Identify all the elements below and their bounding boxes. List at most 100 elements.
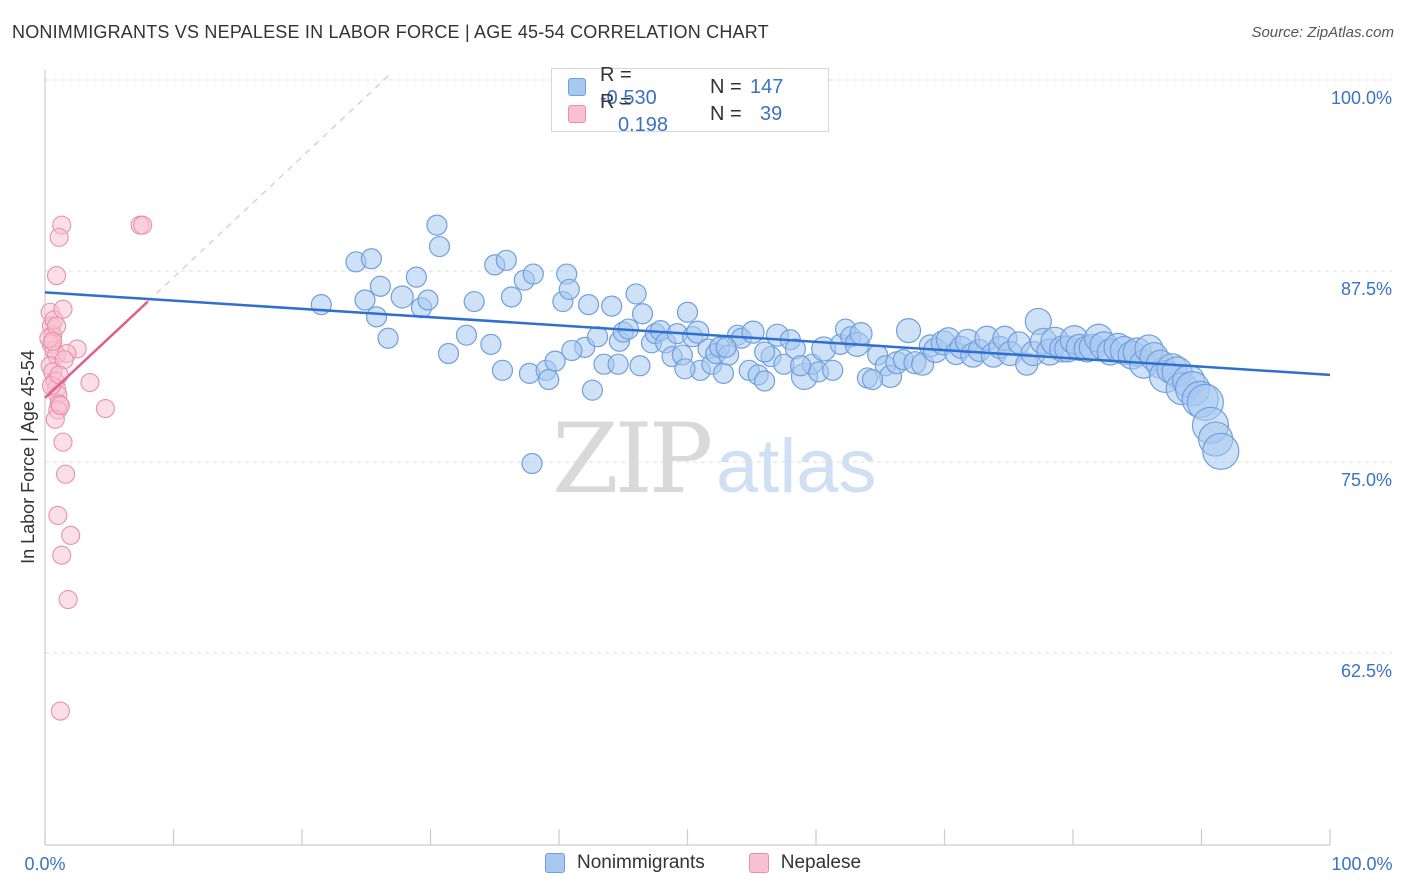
- point-nepalese: [49, 365, 69, 385]
- point-nonimmigrants: [631, 303, 654, 325]
- legend-n-label: N =: [710, 102, 742, 125]
- point-nonimmigrants: [861, 368, 884, 391]
- series-legend-nonimmigrants: Nonimmigrants: [544, 852, 705, 874]
- legend-row-nepalese: R = 0.198 N = 39: [568, 91, 782, 136]
- point-nepalese: [52, 545, 72, 565]
- point-nonimmigrants: [365, 306, 388, 328]
- point-nonimmigrants: [625, 283, 647, 305]
- data-points: [39, 214, 1331, 721]
- point-nonimmigrants: [491, 359, 514, 381]
- point-nonimmigrants: [629, 355, 651, 377]
- legend-r-value: 0.198: [618, 114, 669, 136]
- point-nepalese: [95, 398, 115, 419]
- point-nonimmigrants: [437, 342, 460, 365]
- point-nonimmigrants: [558, 278, 580, 300]
- point-nonimmigrants: [544, 350, 566, 372]
- watermark: ZIP atlas: [552, 403, 877, 515]
- series-legend: Nonimmigrants Nepalese: [0, 852, 1406, 874]
- point-nonimmigrants: [500, 286, 523, 308]
- point-nepalese: [53, 432, 73, 452]
- x-tick-label: 100.0%: [1331, 854, 1392, 874]
- point-nonimmigrants: [354, 289, 376, 311]
- y-tick-label: 100.0%: [1331, 88, 1392, 108]
- point-nepalese: [56, 464, 76, 484]
- point-nepalese: [80, 372, 100, 393]
- legend-row-nonimmigrants: R = -0.530 N = 147: [568, 64, 784, 109]
- y-axis-label: In Labor Force | Age 45-54: [18, 350, 38, 564]
- series-legend-nepalese: Nepalese: [748, 852, 862, 874]
- point-nonimmigrants: [1202, 432, 1240, 470]
- point-nonimmigrants: [789, 355, 812, 377]
- trend-line-nepalese-extension: [147, 71, 393, 302]
- series-swatch-nonimmigrants: [544, 853, 565, 873]
- point-nepalese: [50, 395, 70, 416]
- point-nepalese: [133, 215, 153, 235]
- point-nonimmigrants: [741, 320, 765, 344]
- legend-r-label: R =: [600, 64, 632, 86]
- point-nonimmigrants: [822, 359, 844, 381]
- trend-line-nepalese: [44, 300, 149, 399]
- y-tick-label: 62.5%: [1341, 661, 1392, 681]
- point-nonimmigrants: [577, 294, 600, 316]
- x-tick-label: 0.0%: [24, 854, 65, 874]
- point-nepalese: [53, 299, 73, 319]
- point-nonimmigrants: [538, 368, 560, 391]
- y-tick-label: 87.5%: [1341, 279, 1392, 299]
- point-nepalese: [43, 331, 63, 351]
- legend-n-value: 147: [750, 75, 784, 98]
- source-label: Source: ZipAtlas.com: [1251, 24, 1394, 41]
- axes: [44, 70, 1331, 846]
- legend-r-value: -0.530: [600, 87, 657, 109]
- point-nonimmigrants: [676, 301, 699, 323]
- series-label: Nonimmigrants: [576, 852, 705, 873]
- point-nonimmigrants: [686, 320, 710, 344]
- point-nepalese: [58, 589, 78, 610]
- point-nonimmigrants: [715, 336, 737, 358]
- point-nonimmigrants: [581, 379, 604, 401]
- point-nepalese: [47, 266, 67, 286]
- point-nonimmigrants: [849, 322, 873, 346]
- point-nonimmigrants: [360, 248, 382, 270]
- tick-labels: 100.0% 87.5% 75.0% 62.5% 0.0% 100.0% In Labor …: [18, 88, 1393, 874]
- legend-n-label: N =: [710, 75, 742, 98]
- trend-line-nonimmigrants: [44, 291, 1331, 377]
- point-nonimmigrants: [405, 266, 427, 288]
- point-nonimmigrants: [495, 249, 517, 271]
- point-nonimmigrants: [428, 235, 451, 258]
- point-nepalese: [50, 701, 70, 721]
- point-nonimmigrants: [463, 290, 485, 313]
- point-nonimmigrants: [521, 452, 543, 475]
- point-nepalese: [48, 505, 68, 526]
- y-tick-label: 75.0%: [1341, 470, 1392, 490]
- point-nonimmigrants: [674, 358, 696, 380]
- point-nonimmigrants: [377, 327, 399, 349]
- point-nonimmigrants: [369, 275, 391, 297]
- chart-title: NONIMMIGRANTS VS NEPALESE IN LABOR FORCE…: [12, 22, 769, 42]
- point-nonimmigrants: [895, 317, 922, 344]
- point-nonimmigrants: [712, 362, 735, 384]
- correlation-legend: R = -0.530 N = 147 R = 0.198 N = 39: [551, 64, 829, 136]
- point-nonimmigrants: [607, 353, 629, 375]
- point-nonimmigrants: [417, 289, 439, 311]
- trend-lines: [147, 71, 393, 302]
- watermark-atlas: atlas: [716, 424, 877, 509]
- point-nonimmigrants: [522, 263, 544, 285]
- point-nonimmigrants: [480, 333, 502, 355]
- legend-swatch-nonimmigrants: [568, 78, 586, 96]
- series-label: Nepalese: [780, 852, 862, 873]
- point-nonimmigrants: [601, 295, 623, 317]
- point-nonimmigrants: [390, 285, 414, 309]
- series-swatch-nepalese: [748, 853, 769, 873]
- legend-swatch-nepalese: [568, 105, 586, 123]
- watermark-zip: ZIP: [552, 403, 711, 515]
- point-nepalese: [61, 525, 81, 545]
- point-nonimmigrants: [426, 214, 448, 236]
- point-nonimmigrants: [753, 370, 776, 392]
- point-nonimmigrants: [455, 324, 478, 346]
- point-nepalese: [49, 227, 69, 247]
- point-nonimmigrants: [753, 341, 776, 363]
- point-nonimmigrants: [586, 326, 609, 348]
- point-nonimmigrants: [561, 339, 583, 362]
- legend-r-label: R =: [600, 91, 632, 113]
